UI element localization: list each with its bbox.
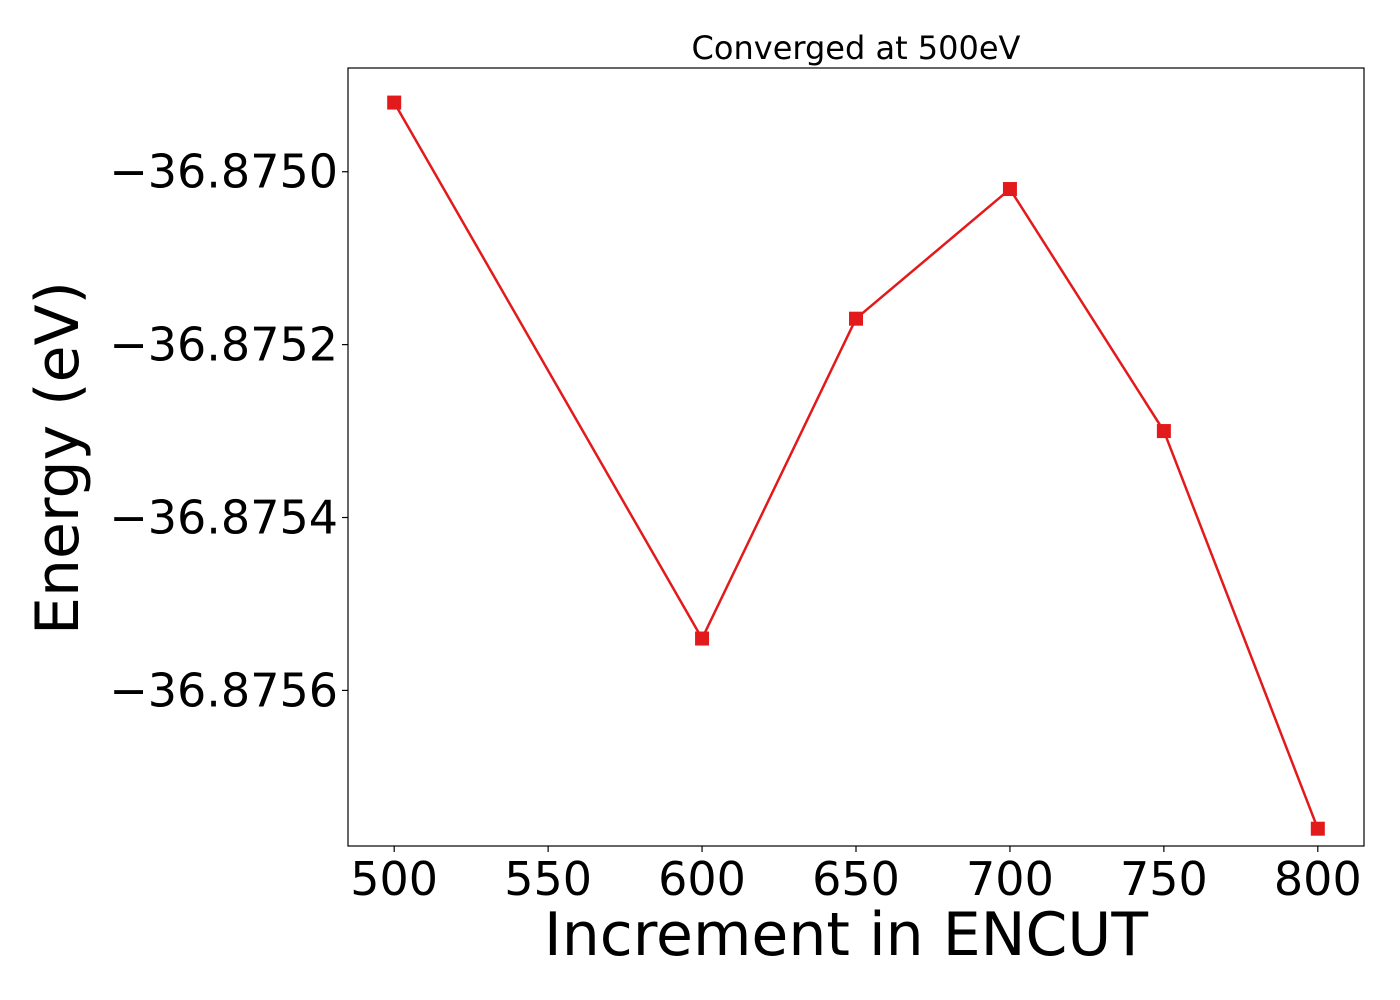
y-axis-label: Energy (eV) — [23, 281, 93, 635]
x-axis-ticks: 500 550 600 650 700 750 800 — [350, 846, 1362, 906]
x-tick-label: 650 — [812, 852, 900, 906]
data-point-marker — [1156, 424, 1171, 439]
chart-title: Converged at 500eV — [692, 29, 1021, 67]
series-line — [393, 101, 1319, 830]
y-tick-label: −36.8756 — [109, 663, 338, 717]
data-point-marker — [1002, 182, 1017, 197]
x-tick-label: 750 — [1120, 852, 1208, 906]
data-point-marker — [849, 311, 863, 326]
x-tick-label: 800 — [1274, 852, 1362, 906]
y-tick-label: −36.8754 — [109, 491, 338, 545]
x-tick-label: 550 — [504, 852, 592, 906]
series-markers — [387, 95, 1325, 836]
x-axis-label: Increment in ENCUT — [544, 900, 1148, 970]
y-axis-ticks: −36.8750 −36.8752 −36.8754 −36.8756 — [109, 145, 348, 717]
data-point-marker — [387, 95, 402, 110]
x-tick-label: 600 — [658, 852, 746, 906]
y-tick-label: −36.8750 — [109, 145, 338, 199]
data-point-marker — [695, 631, 710, 646]
x-tick-label: 700 — [966, 852, 1054, 906]
plot-area-frame — [347, 67, 1365, 847]
y-tick-label: −36.8752 — [109, 318, 338, 372]
data-point-marker — [1310, 821, 1325, 836]
x-tick-label: 500 — [350, 852, 438, 906]
